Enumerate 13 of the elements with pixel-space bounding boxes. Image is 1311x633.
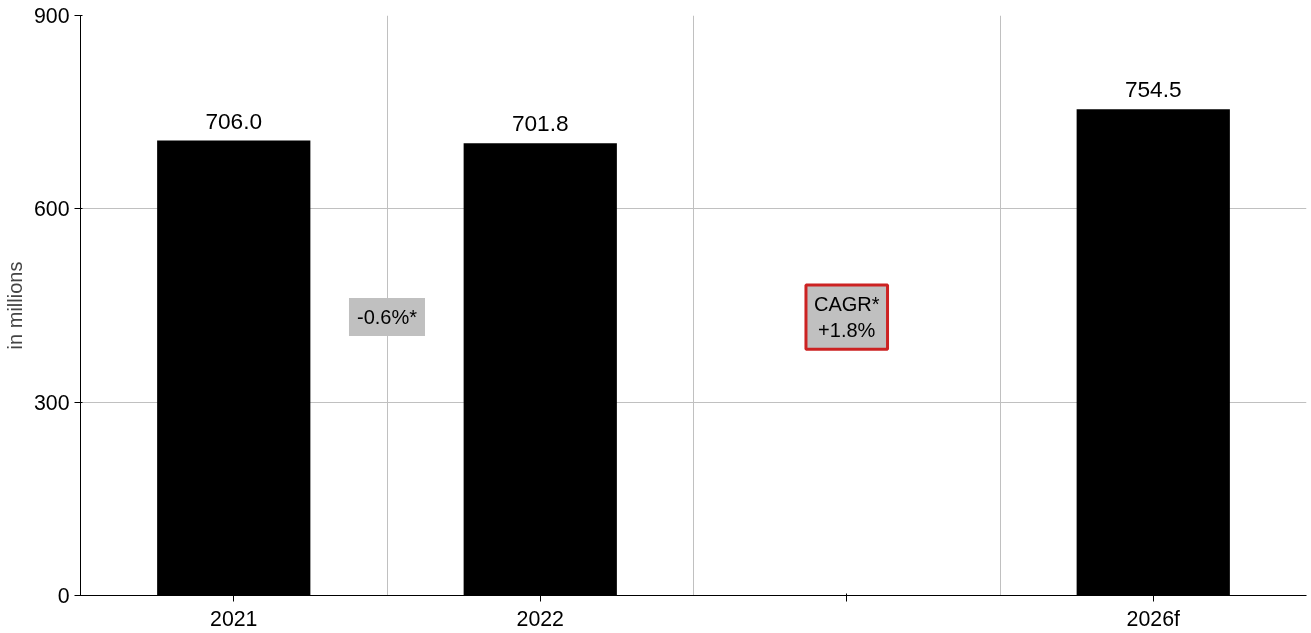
x-tick-label: 2026f	[1126, 606, 1181, 631]
y-tick-label: 0	[57, 584, 70, 608]
annotation: CAGR* +1.8%	[813, 292, 880, 342]
x-tick-label: 2022	[516, 606, 564, 631]
y-tick-label: 900	[33, 4, 70, 28]
data-label: 701.8	[511, 110, 569, 137]
y-tick-label: 600	[33, 197, 70, 222]
x-tick-label: 2021	[210, 606, 258, 631]
annotation: -0.6%*	[356, 306, 418, 329]
y-tick-label: 300	[33, 390, 70, 415]
data-label: 706.0	[205, 107, 263, 134]
y-axis-title: in millions	[3, 261, 26, 350]
data-label: 754.5	[1124, 76, 1182, 103]
